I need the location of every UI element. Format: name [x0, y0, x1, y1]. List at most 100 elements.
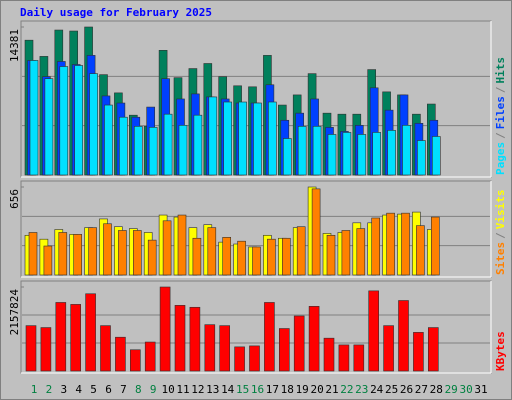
- bar: [119, 116, 128, 176]
- bar: [383, 325, 394, 372]
- bar: [40, 327, 52, 372]
- y-tick-label: 14381: [8, 29, 21, 62]
- chart-title: Daily usage for February 2025: [20, 6, 212, 19]
- bar: [282, 138, 292, 176]
- bar: [296, 226, 306, 276]
- x-tick-label: 14: [221, 383, 235, 396]
- bar: [29, 60, 39, 176]
- legend-entry: Pages: [494, 142, 507, 175]
- bar: [159, 286, 171, 372]
- legend-entry: KBytes: [494, 331, 507, 371]
- y-tick-label: 2157824: [8, 289, 21, 336]
- bar: [144, 341, 156, 372]
- bar: [281, 237, 291, 276]
- bar: [264, 302, 275, 372]
- bar: [100, 325, 111, 372]
- x-tick-label: 17: [266, 383, 279, 396]
- bar: [297, 126, 307, 176]
- bar: [85, 293, 96, 372]
- bar: [323, 337, 335, 372]
- bar: [28, 232, 38, 276]
- bar: [237, 240, 246, 276]
- bar: [401, 212, 410, 276]
- x-tick-label: 1: [31, 383, 38, 396]
- bar: [178, 125, 188, 176]
- x-tick-label: 30: [459, 383, 472, 396]
- x-tick-label: 21: [325, 383, 338, 396]
- x-tick-label: 6: [105, 383, 112, 396]
- bar: [342, 132, 352, 176]
- x-tick-label: 28: [430, 383, 443, 396]
- x-tick-label: 12: [191, 383, 204, 396]
- legend-entry: Visits: [494, 190, 507, 230]
- bar: [417, 140, 426, 176]
- bar: [204, 324, 216, 372]
- y-tick-label: 656: [8, 189, 21, 209]
- bar: [104, 104, 113, 176]
- bar: [193, 114, 203, 176]
- bar: [238, 101, 247, 176]
- bar: [372, 132, 382, 176]
- bar: [130, 349, 141, 372]
- bar: [162, 220, 172, 276]
- bar: [208, 96, 218, 176]
- x-tick-label: 19: [296, 383, 309, 396]
- x-tick-label: 26: [400, 383, 413, 396]
- bar: [43, 245, 53, 276]
- bar: [118, 230, 127, 276]
- bar: [341, 230, 351, 276]
- x-tick-label: 23: [355, 383, 368, 396]
- x-tick-label: 25: [385, 383, 398, 396]
- bar: [58, 232, 68, 276]
- bar: [59, 66, 69, 176]
- x-tick-label: 7: [120, 383, 127, 396]
- legend-separator: /: [494, 132, 507, 139]
- bar: [89, 73, 98, 176]
- bar: [234, 346, 245, 372]
- x-tick-label: 10: [161, 383, 174, 396]
- bar: [55, 302, 67, 372]
- bar: [147, 239, 157, 276]
- bar: [312, 126, 322, 176]
- bar: [73, 234, 82, 276]
- bar: [74, 65, 83, 176]
- x-tick-label: 18: [281, 383, 294, 396]
- bar: [327, 134, 337, 176]
- bar: [174, 305, 186, 372]
- legend-separator: /: [494, 86, 507, 93]
- x-tick-label: 27: [415, 383, 428, 396]
- bar: [192, 237, 202, 276]
- bar: [268, 101, 277, 176]
- bar: [88, 227, 97, 276]
- x-tick-label: 8: [135, 383, 142, 396]
- x-tick-label: 31: [474, 383, 487, 396]
- x-tick-label: 20: [310, 383, 323, 396]
- bar: [311, 188, 321, 276]
- legend-entry: Hits: [494, 57, 507, 84]
- bar: [70, 304, 81, 372]
- bar: [430, 216, 440, 276]
- bar: [398, 300, 409, 372]
- bar: [357, 134, 367, 176]
- bar: [133, 230, 142, 276]
- bar: [308, 306, 320, 372]
- bar: [368, 290, 380, 372]
- x-tick-label: 16: [251, 383, 264, 396]
- bar: [293, 315, 305, 372]
- bar: [25, 325, 37, 372]
- legend-separator: /: [494, 232, 507, 239]
- x-tick-label: 2: [46, 383, 53, 396]
- bar: [278, 328, 290, 372]
- bar: [219, 325, 230, 372]
- x-tick-label: 15: [236, 383, 249, 396]
- bar: [387, 130, 396, 176]
- x-tick-label: 5: [90, 383, 97, 396]
- x-tick-label: 9: [150, 383, 157, 396]
- x-tick-label: 29: [445, 383, 458, 396]
- bar: [386, 212, 395, 276]
- bar: [222, 237, 231, 276]
- bar: [402, 125, 411, 176]
- bar: [252, 246, 261, 276]
